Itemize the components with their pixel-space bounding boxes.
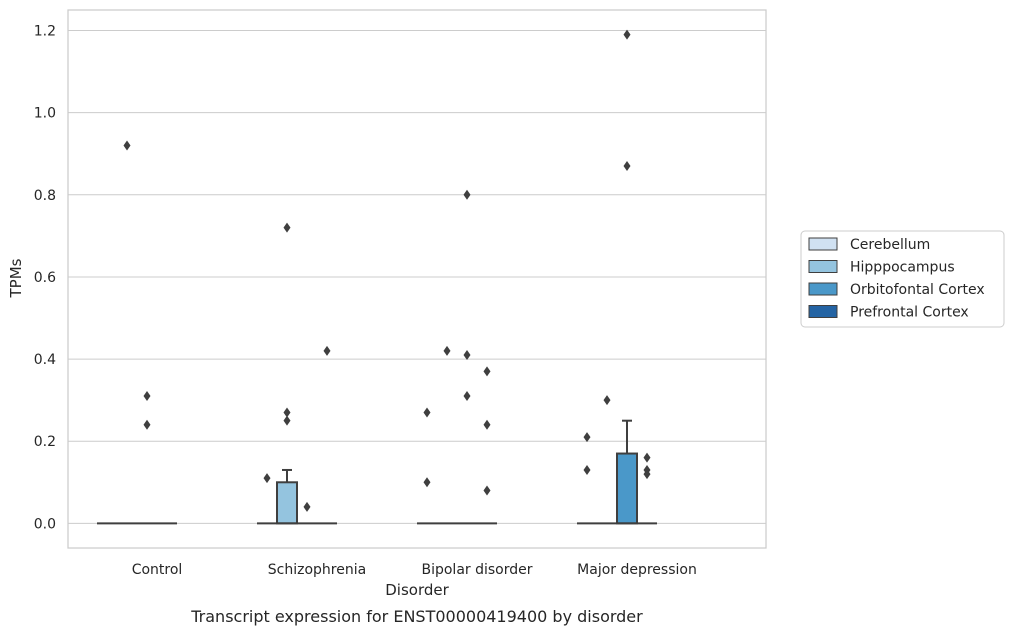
outlier-point [463, 189, 471, 200]
x-tick-label: Schizophrenia [268, 562, 366, 578]
y-tick-label: 0.8 [34, 188, 56, 204]
legend-label: Prefrontal Cortex [850, 305, 969, 321]
y-axis-label: TPMs [7, 258, 25, 298]
y-tick-labels: 0.0 0.2 0.4 0.6 0.8 1.0 1.2 [34, 24, 56, 533]
outlier-point [143, 391, 151, 402]
box-body [276, 481, 298, 525]
outlier-point [623, 29, 631, 40]
outlier-points [123, 29, 651, 512]
outlier-point [643, 452, 651, 463]
x-tick-label: Control [132, 562, 183, 578]
outlier-point [443, 345, 451, 356]
outlier-point [483, 419, 491, 430]
outlier-point [303, 501, 311, 512]
y-tick-label: 0.2 [34, 434, 56, 450]
outlier-point [463, 349, 471, 360]
plot-frame [67, 9, 767, 549]
outlier-point [283, 407, 291, 418]
legend-label: Cerebellum [850, 237, 930, 253]
box [276, 468, 298, 525]
y-tick-label: 0.6 [34, 270, 56, 286]
outlier-point [283, 222, 291, 233]
box [616, 419, 638, 525]
legend: Cerebellum Hipppocampus Orbitofontal Corte… [800, 230, 1005, 328]
box-series [97, 419, 657, 525]
legend-frame [800, 230, 1005, 328]
legend-label: Orbitofontal Cortex [850, 282, 985, 298]
outlier-point [483, 485, 491, 496]
outlier-point [463, 391, 471, 402]
y-tick-label: 1.2 [34, 24, 56, 40]
y-tick-label: 0.4 [34, 352, 56, 368]
outlier-point [283, 415, 291, 426]
legend-swatch [808, 282, 838, 296]
outlier-point [623, 161, 631, 172]
outlier-point [643, 469, 651, 480]
legend-label: Hipppocampus [850, 260, 955, 276]
outlier-point [123, 140, 131, 151]
legend-swatch [808, 260, 838, 273]
x-axis-label: Disorder [385, 581, 449, 599]
x-tick-label: Bipolar disorder [421, 562, 532, 578]
outlier-point [263, 473, 271, 484]
outlier-point [323, 345, 331, 356]
legend-swatch [808, 237, 838, 251]
outlier-point [583, 464, 591, 475]
outlier-point [583, 432, 591, 443]
outlier-point [423, 477, 431, 488]
chart-caption: Transcript expression for ENST0000041940… [190, 607, 643, 626]
box-body [616, 452, 638, 525]
x-tick-label: Major depression [577, 562, 697, 578]
outlier-point [423, 407, 431, 418]
y-tick-label: 0.0 [34, 516, 56, 532]
legend-swatch [808, 305, 838, 318]
grid-lines [68, 30, 766, 524]
outlier-point [143, 419, 151, 430]
outlier-point [603, 395, 611, 406]
x-tick-labels: Control Schizophrenia Bipolar disorder Majo… [132, 562, 697, 578]
outlier-point [483, 366, 491, 377]
y-tick-label: 1.0 [34, 106, 56, 122]
